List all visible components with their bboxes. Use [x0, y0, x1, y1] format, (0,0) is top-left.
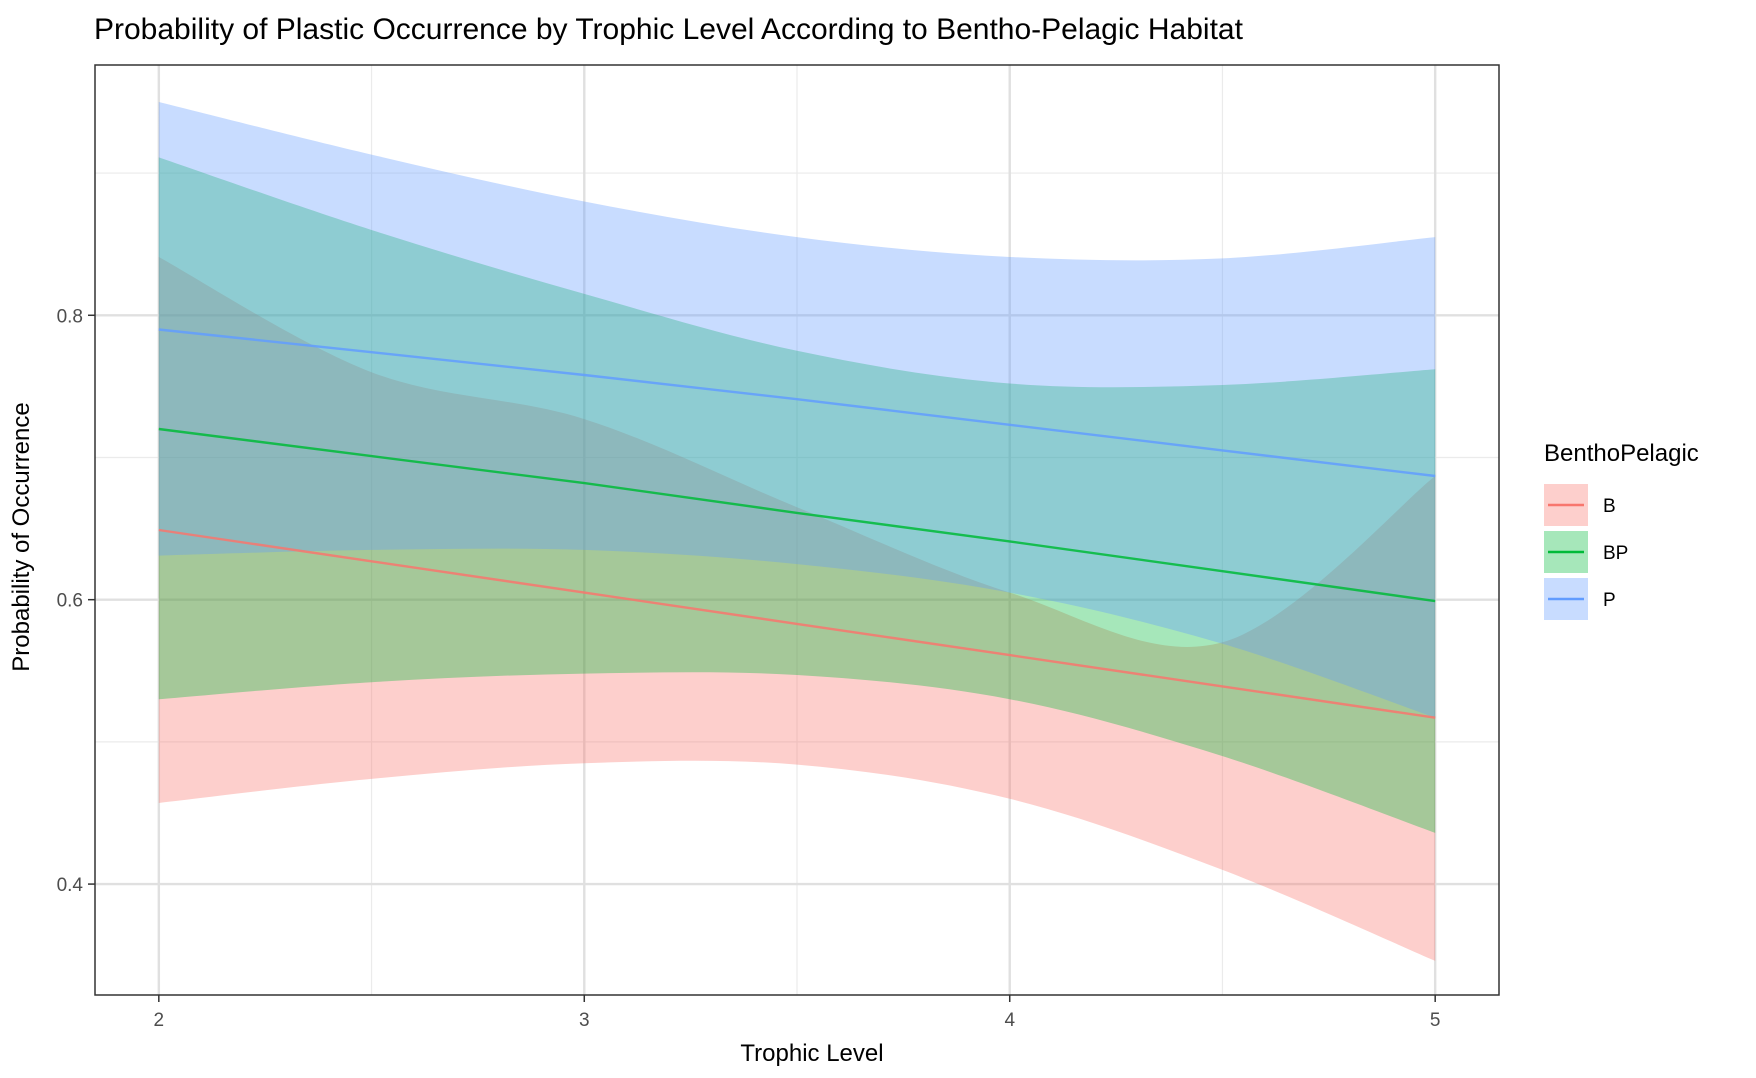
legend-title: BenthoPelagic [1544, 440, 1699, 467]
legend-label: BP [1603, 543, 1628, 564]
y-axis-title: Probability of Occurrence [8, 402, 35, 671]
y-axis-ticks: 0.4 0.6 0.8 [57, 306, 95, 896]
y-tick-label: 0.6 [57, 591, 83, 612]
legend-label: P [1603, 590, 1616, 611]
legend-label: B [1603, 496, 1616, 517]
panel-border [94, 64, 1500, 996]
legend-item-bp: BP [1544, 531, 1628, 573]
ribbon-bp [158, 157, 1436, 833]
confidence-ribbons [158, 102, 1436, 961]
y-tick-label: 0.4 [57, 875, 84, 896]
x-axis-ticks: 2 3 4 5 [154, 995, 1441, 1031]
line-b [158, 528, 1436, 719]
x-tick-label: 5 [1430, 1010, 1441, 1031]
legend: BenthoPelagic B BP P [1544, 440, 1699, 620]
chart-title: Probability of Plastic Occurrence by Tro… [94, 13, 1244, 46]
legend-item-p: P [1544, 578, 1616, 620]
line-bp [158, 427, 1436, 603]
x-tick-label: 2 [154, 1010, 165, 1031]
line-p [158, 328, 1436, 478]
y-tick-label: 0.8 [57, 306, 83, 327]
x-axis-title: Trophic Level [740, 1040, 883, 1067]
ribbon-p [158, 102, 1436, 718]
ribbon-b [158, 257, 1436, 961]
x-tick-label: 3 [579, 1010, 590, 1031]
series-lines [158, 328, 1436, 719]
gridlines [95, 65, 1499, 995]
plot-frame [94, 64, 1500, 996]
x-tick-label: 4 [1004, 1010, 1015, 1031]
legend-item-b: B [1544, 484, 1616, 526]
